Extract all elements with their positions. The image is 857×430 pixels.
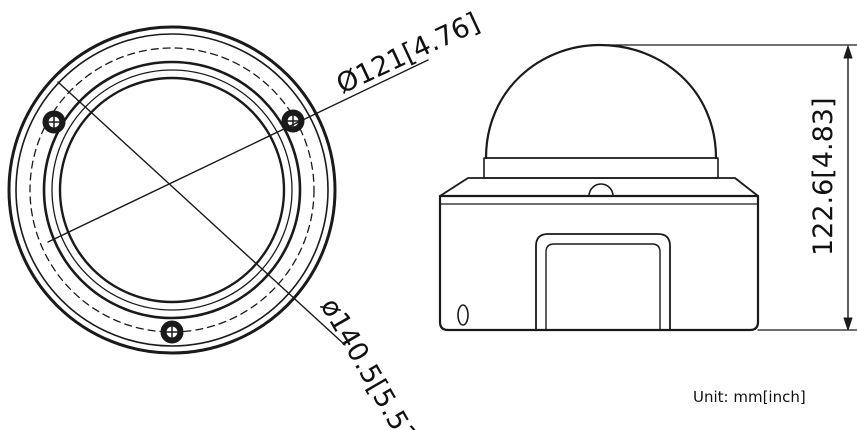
screw-icon xyxy=(42,110,66,134)
top-view xyxy=(7,25,429,355)
dome-bubble xyxy=(484,43,718,160)
side-view xyxy=(438,43,857,332)
screw-icon xyxy=(160,320,184,344)
outer-ring-inner-edge xyxy=(15,33,329,347)
height-arrow-bottom xyxy=(843,317,853,331)
dome-collar xyxy=(483,157,719,179)
dome-ring-mid xyxy=(51,69,293,311)
base-housing xyxy=(438,194,760,332)
dome-ring-outer xyxy=(42,60,302,320)
mounting-hole-circle xyxy=(29,47,315,333)
height-arrow-top xyxy=(843,45,853,59)
outer-diameter-label: ø140.5[5.53] xyxy=(314,293,428,430)
outer-diameter-leader xyxy=(57,81,346,346)
housing-shoulder xyxy=(439,177,759,197)
adjust-knob xyxy=(588,183,614,197)
cable-channel-outer xyxy=(535,233,671,331)
dome-ring-inner xyxy=(58,76,286,304)
unit-note: Unit: mm[inch] xyxy=(693,388,806,406)
height-label: 122.6[4.83] xyxy=(808,98,839,256)
inner-diameter-label: Ø121[4.76] xyxy=(332,7,485,100)
screw-icon xyxy=(281,109,305,133)
inner-diameter-leader xyxy=(47,59,429,243)
outer-ring xyxy=(7,25,337,355)
cable-channel-inner xyxy=(545,243,661,331)
side-screw-slot xyxy=(457,304,469,326)
